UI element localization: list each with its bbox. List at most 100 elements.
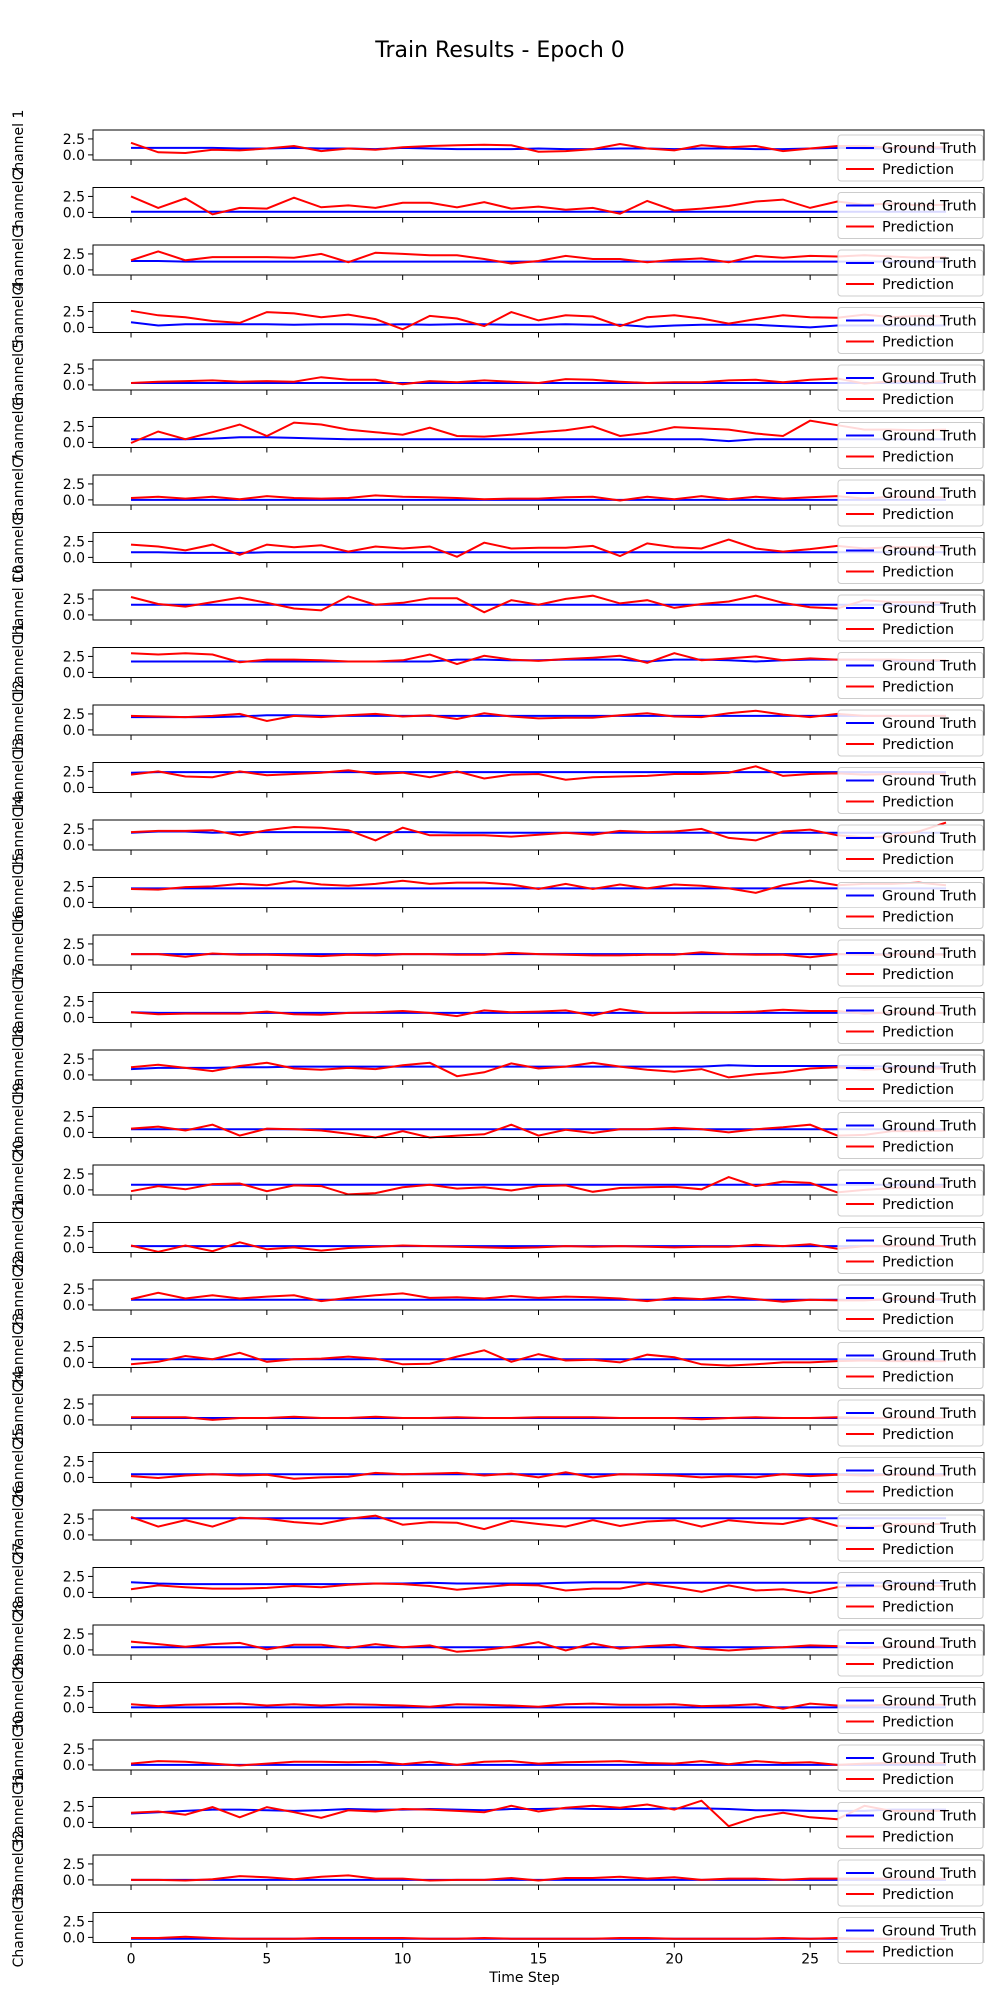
subplot: 0.02.5 Channel 6 Ground Truth Prediction	[11, 397, 985, 469]
legend-label-prediction: Prediction	[882, 1427, 954, 1443]
legend-label-prediction: Prediction	[882, 1657, 954, 1673]
x-tick-label: 15	[530, 1952, 548, 1968]
y-tick-label: 2.5	[63, 1742, 85, 1758]
prediction-line	[130, 652, 946, 666]
y-axis-label: Channel 22	[11, 1255, 27, 1335]
legend-label-prediction: Prediction	[882, 450, 954, 466]
y-axis-label: Channel 6	[11, 397, 27, 468]
y-tick-label: 2.5	[63, 1454, 85, 1470]
prediction-line	[130, 1582, 946, 1595]
legend-label-prediction: Prediction	[882, 1485, 954, 1501]
y-tick-label: 0.0	[63, 1470, 85, 1486]
legend-label-ground-truth: Ground Truth	[882, 429, 977, 445]
ground-truth-line	[131, 436, 946, 443]
legend-label-ground-truth: Ground Truth	[882, 1406, 977, 1422]
ground-truth-line	[130, 1807, 946, 1815]
legend-label-ground-truth: Ground Truth	[882, 1464, 977, 1480]
y-tick-label: 0.0	[63, 1643, 85, 1659]
x-tick-label: 5	[262, 1952, 271, 1968]
prediction-line	[130, 195, 947, 216]
y-tick-label: 0.0	[63, 493, 85, 509]
y-tick-label: 2.5	[63, 304, 85, 320]
legend-label-ground-truth: Ground Truth	[882, 601, 977, 617]
legend-label-prediction: Prediction	[882, 1945, 954, 1961]
prediction-line	[130, 1176, 947, 1196]
y-axis-label: Channel 23	[11, 1313, 27, 1393]
ground-truth-line	[131, 714, 946, 719]
legend-label-prediction: Prediction	[882, 680, 954, 696]
subplot: 0.02.5 Channel 27 Ground Truth Prediction	[11, 1543, 985, 1622]
x-axis-label: Time Step	[488, 1970, 560, 1986]
y-tick-label: 2.5	[63, 1684, 85, 1700]
legend-box	[837, 594, 984, 642]
x-tick-label: 25	[801, 1952, 819, 1968]
y-tick-label: 0.0	[63, 263, 85, 279]
subplot: 0.02.5 Channel 16 Ground Truth Prediction	[11, 910, 985, 990]
subplot: 0.02.5 Channel 29 Ground Truth Prediction	[11, 1658, 985, 1737]
prediction-line	[130, 494, 946, 502]
legend-label-ground-truth: Ground Truth	[882, 1809, 977, 1825]
legend-label-ground-truth: Ground Truth	[882, 1061, 977, 1077]
legend-box	[837, 249, 984, 297]
y-tick-label: 0.0	[63, 838, 85, 854]
y-tick-label: 0.0	[63, 1298, 85, 1314]
legend-label-ground-truth: Ground Truth	[882, 314, 977, 330]
legend-label-ground-truth: Ground Truth	[882, 141, 977, 157]
prediction-line	[130, 1008, 946, 1018]
subplot: 0.02.5 Channel 11 Ground Truth Prediction	[11, 623, 985, 702]
subplot: 0.02.5 Channel 23 Ground Truth Prediction	[11, 1313, 985, 1393]
prediction-line	[131, 1874, 946, 1882]
legend-label-prediction: Prediction	[882, 1600, 954, 1616]
subplot: 0.02.5 Channel 26 Ground Truth Prediction	[11, 1485, 985, 1565]
ground-truth-line	[130, 321, 946, 329]
ground-truth-line	[130, 1581, 946, 1586]
legend-label-prediction: Prediction	[882, 335, 954, 351]
legend-label-ground-truth: Ground Truth	[882, 256, 977, 272]
prediction-line	[130, 1061, 946, 1079]
legend-box	[837, 997, 984, 1044]
y-tick-label: 2.5	[63, 649, 85, 665]
legend-label-ground-truth: Ground Truth	[882, 544, 977, 560]
legend-box	[837, 824, 984, 872]
legend-box	[837, 1572, 984, 1619]
subplot: 0.02.5 Channel 7 Ground Truth Prediction	[11, 455, 985, 527]
legend-box	[837, 1284, 984, 1332]
y-tick-label: 0.0	[63, 1585, 85, 1601]
legend-label-ground-truth: Ground Truth	[882, 1119, 977, 1135]
legend-label-prediction: Prediction	[882, 162, 954, 178]
y-tick-label: 0.0	[63, 205, 85, 221]
legend-label-ground-truth: Ground Truth	[882, 1579, 977, 1595]
legend-label-prediction: Prediction	[882, 622, 954, 638]
y-axis-label: Channel 2	[11, 167, 27, 238]
prediction-line	[131, 951, 947, 959]
y-tick-label: 0.0	[63, 1183, 85, 1199]
y-tick-label: 0.0	[63, 1930, 85, 1946]
y-axis-label: Channel 17	[11, 968, 27, 1048]
prediction-line	[130, 309, 947, 331]
legend-box	[837, 1054, 984, 1102]
subplot: 0.02.5 Channel 20 Ground Truth Prediction	[11, 1140, 985, 1220]
subplot: 0.02.5 Channel 3 Ground Truth Prediction	[11, 225, 985, 297]
legend-label-prediction: Prediction	[882, 1830, 954, 1846]
y-tick-label: 0.0	[63, 1873, 85, 1889]
legend-label-ground-truth: Ground Truth	[882, 946, 977, 962]
y-tick-label: 2.5	[63, 534, 85, 550]
legend-label-ground-truth: Ground Truth	[882, 889, 977, 905]
legend-label-ground-truth: Ground Truth	[882, 774, 977, 790]
legend-label-ground-truth: Ground Truth	[882, 831, 977, 847]
legend-box	[837, 307, 984, 354]
y-axis-label: Channel 16	[11, 910, 27, 990]
y-axis-label: Channel 28	[11, 1600, 27, 1680]
y-axis-label: Channel 3	[11, 225, 27, 296]
y-tick-label: 0.0	[63, 608, 85, 624]
prediction-line	[130, 1760, 946, 1767]
y-tick-label: 0.0	[63, 1010, 85, 1026]
legend-box	[837, 1112, 984, 1159]
y-tick-label: 0.0	[63, 895, 85, 911]
y-tick-label: 2.5	[63, 592, 85, 608]
legend-label-ground-truth: Ground Truth	[882, 659, 977, 675]
y-axis-label: Channel 1	[11, 110, 27, 181]
legend-label-prediction: Prediction	[882, 1255, 954, 1271]
y-tick-label: 2.5	[63, 189, 85, 205]
